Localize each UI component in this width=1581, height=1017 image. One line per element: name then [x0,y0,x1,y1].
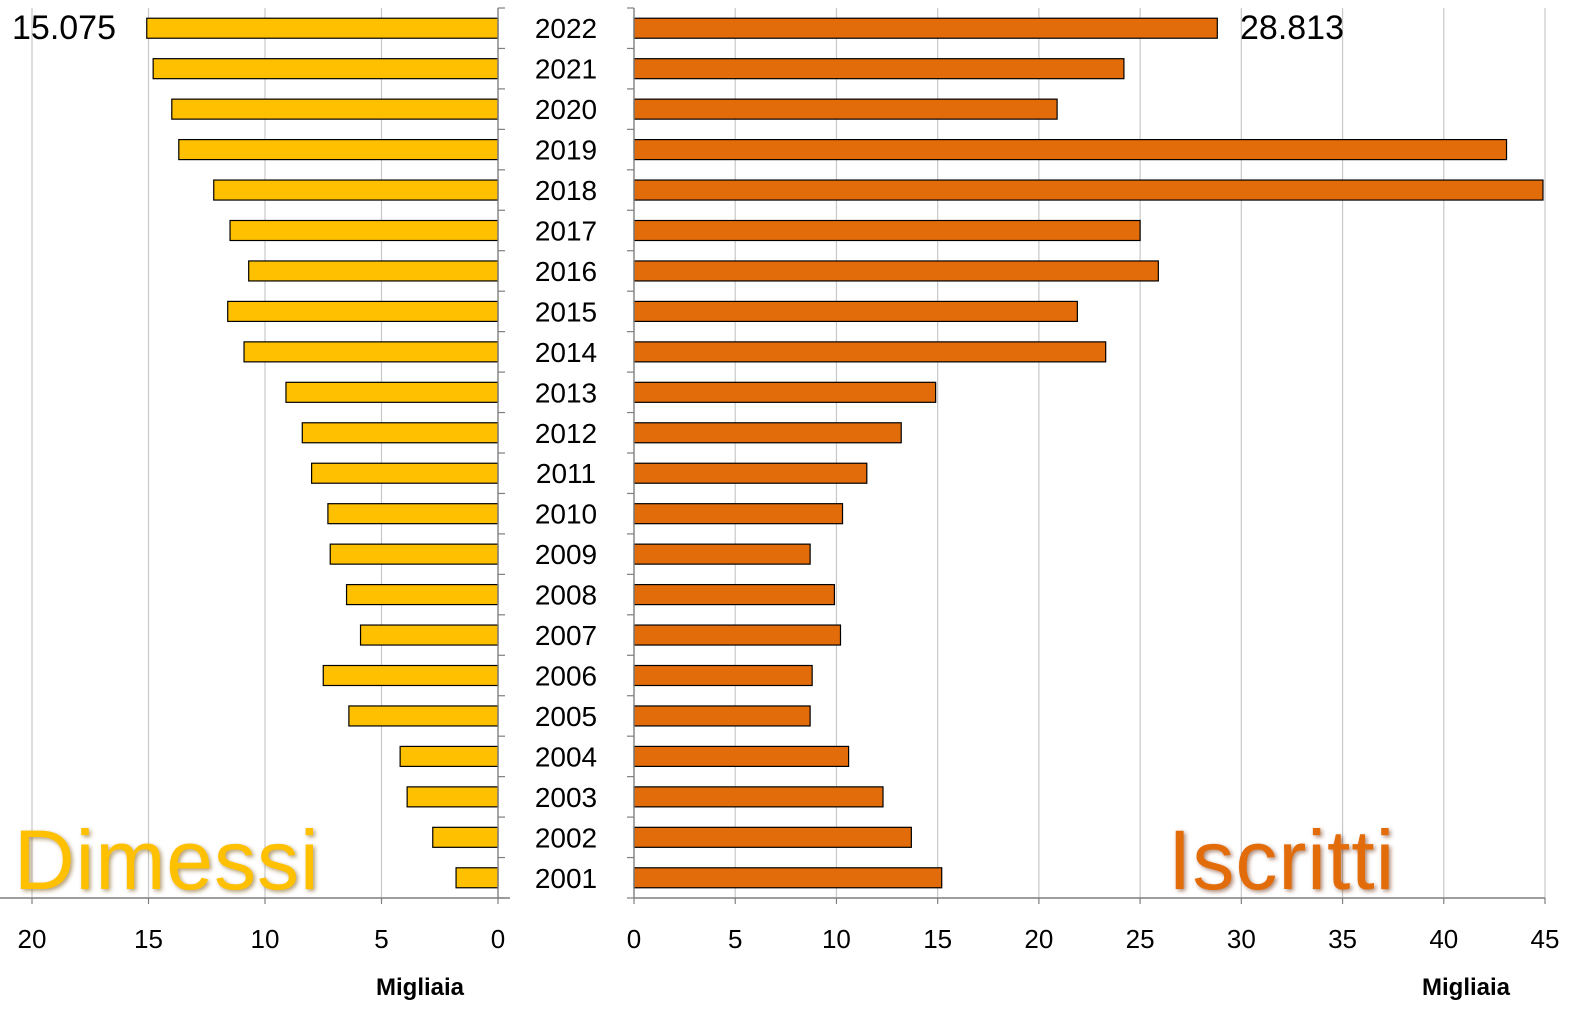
iscritti-bar-2013 [633,381,937,403]
iscritti-bar-2020 [633,98,1058,120]
right-x-tick-label-30: 30 [1227,924,1256,954]
year-category-label-2017: 2017 [535,216,597,247]
year-category-label-2006: 2006 [535,661,597,692]
right-x-tick-label-40: 40 [1429,924,1458,954]
right-x-tick-label-20: 20 [1024,924,1053,954]
year-category-label-2010: 2010 [535,499,597,530]
dimessi-series-title: Dimessi [14,813,320,907]
dimessi-bar-2018 [213,179,499,201]
year-category-label-2001: 2001 [535,863,597,894]
iscritti-bar-2003 [633,786,884,808]
dimessi-bar-2007 [359,624,499,646]
iscritti-bar-2022 [633,17,1218,39]
left-x-tick-label-20: 20 [18,924,47,954]
iscritti-bar-2008 [633,583,836,606]
dimessi-bar-2021 [152,58,499,80]
left-x-tick-label-0: 0 [491,924,505,954]
left-x-axis-title: Migliaia [376,974,465,1001]
iscritti-bar-2010 [633,503,844,525]
dimessi-bar-2013 [285,381,499,403]
year-category-label-2008: 2008 [535,580,597,611]
dimessi-bar-2022 [146,17,499,39]
iscritti-bar-2002 [633,826,912,848]
dimessi-bar-2012 [301,422,499,444]
right-x-tick-label-45: 45 [1531,924,1560,954]
iscritti-bar-2016 [633,260,1159,282]
year-category-label-2022: 2022 [535,13,597,44]
iscritti-bar-2012 [633,422,902,444]
year-category-label-2005: 2005 [535,701,597,732]
dimessi-bar-2010 [327,503,499,525]
iscritti-series-title: Iscritti [1168,813,1396,907]
iscritti-bar-2005 [633,705,811,727]
iscritti-bar-2011 [633,462,868,484]
dimessi-bar-2001 [455,867,499,889]
dimessi-bar-2015 [227,300,499,323]
iscritti-2022-value-label: 28.813 [1240,9,1344,47]
iscritti-bar-2015 [633,300,1078,323]
year-category-label-2015: 2015 [535,296,597,327]
dimessi-bar-2005 [348,705,499,727]
left-x-tick-label-5: 5 [374,924,388,954]
dimessi-bar-2008 [345,583,499,606]
iscritti-bar-2001 [633,867,943,889]
iscritti-bar-2019 [633,138,1508,161]
year-category-label-2013: 2013 [535,377,597,408]
iscritti-bar-2004 [633,745,850,768]
right-x-tick-label-25: 25 [1126,924,1155,954]
dimessi-bar-2002 [432,826,499,848]
year-category-label-2012: 2012 [535,418,597,449]
year-category-label-2011: 2011 [536,458,596,489]
dimessi-bar-2017 [229,219,499,242]
year-category-label-2021: 2021 [535,54,597,85]
iscritti-bar-2009 [633,543,811,565]
dimessi-bar-2016 [248,260,499,282]
dimessi-2022-value-label: 15.075 [12,9,116,47]
right-x-tick-label-35: 35 [1328,924,1357,954]
dimessi-bar-2014 [243,341,499,363]
dimessi-bar-2003 [406,786,499,808]
left-x-tick-label-15: 15 [134,924,163,954]
dimessi-bar-2006 [322,664,499,687]
dimessi-bar-2009 [329,543,499,565]
iscritti-bar-2006 [633,664,813,687]
year-category-label-2020: 2020 [535,94,597,125]
dimessi-bar-2004 [399,745,499,768]
iscritti-bar-2021 [633,58,1125,80]
dimessi-bar-2019 [178,138,499,161]
right-x-tick-label-5: 5 [728,924,742,954]
year-category-label-2003: 2003 [535,782,597,813]
left-x-tick-label-10: 10 [251,924,280,954]
year-category-label-2007: 2007 [535,620,597,651]
right-x-tick-label-15: 15 [923,924,952,954]
iscritti-bar-2014 [633,341,1107,363]
year-category-label-2009: 2009 [535,539,597,570]
year-category-label-2002: 2002 [535,822,597,853]
dimessi-bar-2020 [171,98,499,120]
right-x-tick-label-10: 10 [822,924,851,954]
year-category-label-2016: 2016 [535,256,597,287]
iscritti-bar-2007 [633,624,842,646]
year-category-label-2019: 2019 [535,135,597,166]
year-category-label-2018: 2018 [535,175,597,206]
iscritti-bar-2017 [633,219,1141,242]
dimessi-bar-2011 [311,462,499,484]
right-x-axis-title: Migliaia [1422,974,1511,1001]
right-x-tick-label-0: 0 [627,924,641,954]
year-category-label-2004: 2004 [535,741,597,772]
year-category-label-2014: 2014 [535,337,597,368]
iscritti-bar-2018 [633,179,1544,201]
